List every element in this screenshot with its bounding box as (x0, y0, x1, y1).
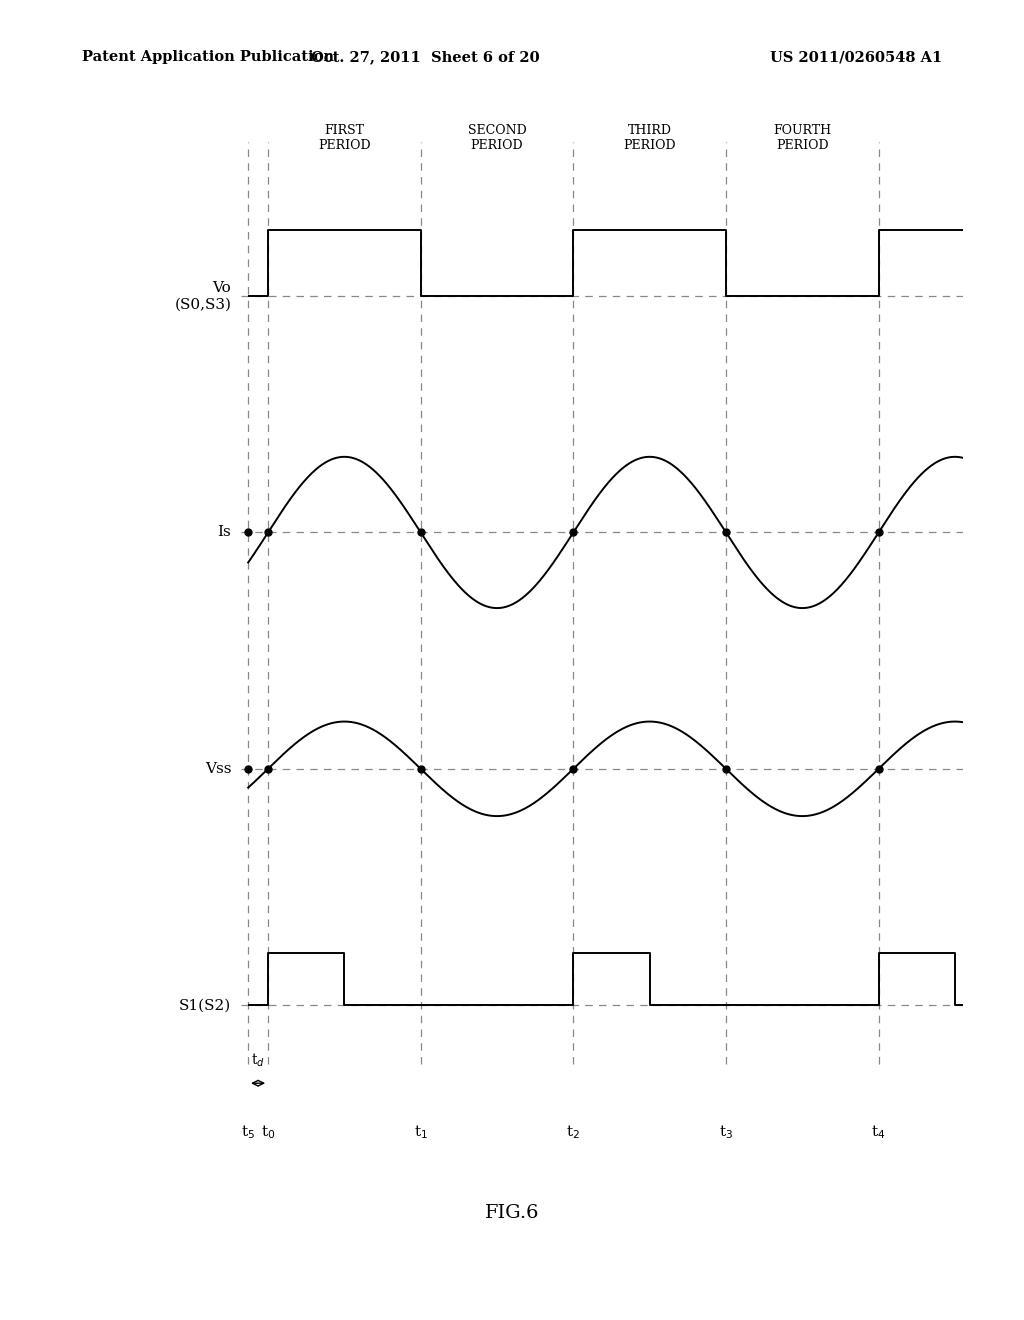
Text: THIRD
PERIOD: THIRD PERIOD (624, 124, 676, 152)
Text: US 2011/0260548 A1: US 2011/0260548 A1 (770, 50, 942, 65)
Text: t$_3$: t$_3$ (719, 1123, 733, 1140)
Text: SECOND
PERIOD: SECOND PERIOD (468, 124, 526, 152)
Text: t$_0$: t$_0$ (261, 1123, 275, 1140)
Text: Oct. 27, 2011  Sheet 6 of 20: Oct. 27, 2011 Sheet 6 of 20 (310, 50, 540, 65)
Text: Vss: Vss (205, 762, 231, 776)
Text: t$_2$: t$_2$ (566, 1123, 581, 1140)
Text: FOURTH
PERIOD: FOURTH PERIOD (773, 124, 831, 152)
Text: FIRST
PERIOD: FIRST PERIOD (318, 124, 371, 152)
Text: FIG.6: FIG.6 (484, 1204, 540, 1222)
Text: S1(S2): S1(S2) (179, 998, 231, 1012)
Text: Is: Is (218, 525, 231, 540)
Text: Patent Application Publication: Patent Application Publication (82, 50, 334, 65)
Text: t$_1$: t$_1$ (414, 1123, 428, 1140)
Text: t$_4$: t$_4$ (871, 1123, 886, 1140)
Text: Vo
(S0,S3): Vo (S0,S3) (174, 281, 231, 312)
Text: t$_5$: t$_5$ (242, 1123, 255, 1140)
Text: t$_d$: t$_d$ (251, 1052, 265, 1069)
